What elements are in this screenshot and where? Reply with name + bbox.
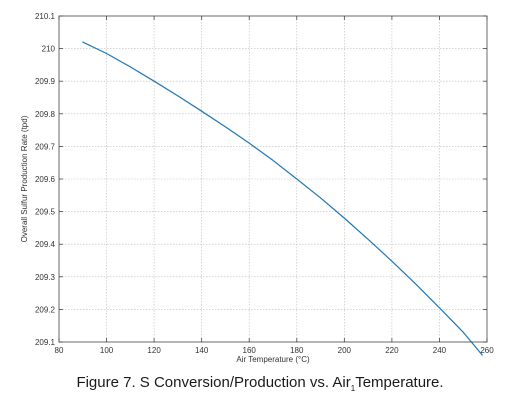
x-axis-label: Air Temperature (°C) xyxy=(236,355,310,364)
y-tick-label: 209.1 xyxy=(35,338,56,347)
caption-subscript: 1 xyxy=(350,384,356,393)
grid xyxy=(59,16,487,342)
y-axis-label: Overall Sulfur Production Rate (tpd) xyxy=(20,115,29,242)
x-tick-label: 120 xyxy=(147,346,161,355)
x-tick-label: 200 xyxy=(338,346,352,355)
x-tick-label: 140 xyxy=(195,346,209,355)
x-tick-label: 160 xyxy=(243,346,257,355)
y-tick-label: 209.2 xyxy=(35,305,56,314)
x-tick-label: 100 xyxy=(100,346,114,355)
x-tick-label: 220 xyxy=(385,346,399,355)
x-tick-label: 240 xyxy=(433,346,447,355)
series-line xyxy=(82,41,483,356)
x-tick-label: 180 xyxy=(290,346,304,355)
x-tick-label: 260 xyxy=(480,346,494,355)
y-tick-label: 209.8 xyxy=(35,110,56,119)
y-tick-label: 210 xyxy=(42,45,56,54)
ticks: 80 100 120 140 160 180 200 220 240 260 209.1 209.2 2… xyxy=(35,12,494,355)
series-layer xyxy=(82,41,483,356)
caption-text-b: Temperature. xyxy=(355,374,444,391)
y-tick-label: 209.6 xyxy=(35,175,56,184)
x-tick-label: 80 xyxy=(55,346,64,355)
figure-caption: Figure 7. S Conversion/Production vs. Ai… xyxy=(0,374,520,393)
y-tick-label: 209.3 xyxy=(35,273,56,282)
y-tick-label: 209.9 xyxy=(35,77,56,86)
y-tick-label: 209.4 xyxy=(35,240,56,249)
y-tick-label: 209.7 xyxy=(35,142,56,151)
caption-text-a: Figure 7. S Conversion/Production vs. Ai… xyxy=(76,374,351,391)
y-tick-label: 209.5 xyxy=(35,208,56,217)
y-tick-label: 210.1 xyxy=(35,12,56,21)
